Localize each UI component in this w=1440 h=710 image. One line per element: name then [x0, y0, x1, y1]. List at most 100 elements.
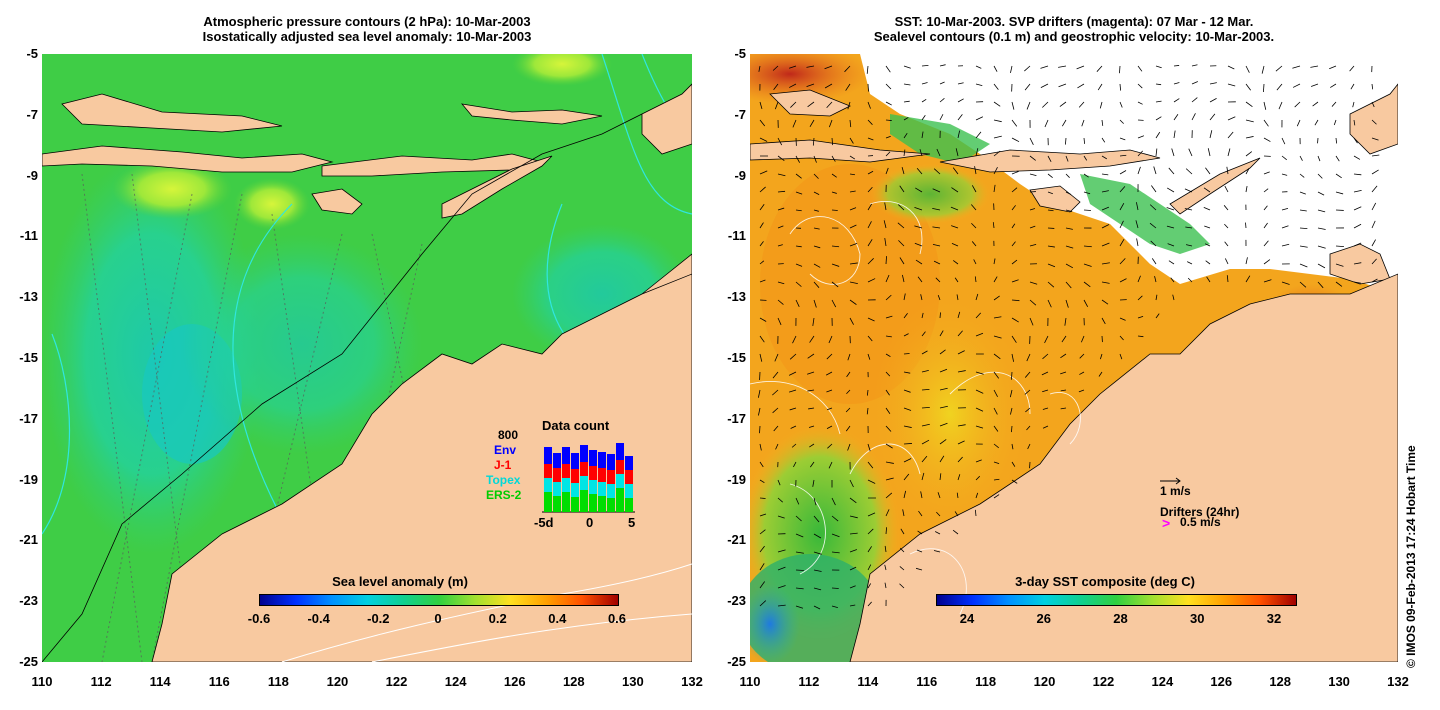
velocity-vector	[914, 206, 923, 211]
velocity-vector	[759, 479, 765, 484]
velocity-vector	[1166, 207, 1175, 211]
velocity-vector	[1026, 101, 1031, 110]
velocity-vector	[1223, 205, 1229, 211]
velocity-vector	[1188, 148, 1193, 157]
velocity-legend-label: 1 m/s	[1160, 484, 1191, 498]
left-x-tick-6: 122	[385, 674, 408, 689]
new-guinea-coast	[641, 83, 692, 155]
velocity-vector	[899, 566, 905, 571]
velocity-vector	[1335, 155, 1340, 162]
velocity-vector	[900, 528, 905, 535]
velocity-vector	[867, 479, 876, 484]
velocity-vector	[759, 279, 766, 283]
velocity-vector	[849, 566, 857, 571]
velocity-vector	[1011, 223, 1016, 229]
velocity-vector	[1226, 166, 1229, 175]
velocity-vector	[777, 549, 786, 553]
velocity-vector	[1151, 258, 1157, 265]
velocity-vector	[957, 98, 964, 103]
velocity-vector	[1047, 173, 1053, 178]
velocity-vector	[1353, 262, 1362, 265]
sea-level-anomaly-map[interactable]	[42, 54, 692, 662]
velocity-vector	[1317, 281, 1324, 289]
velocity-vector	[932, 243, 941, 247]
left-y-tick-1: -7	[26, 106, 38, 122]
left-x-tick-11: 132	[681, 674, 703, 689]
velocity-vector	[939, 312, 941, 319]
velocity-vector	[1011, 443, 1014, 450]
velocity-vector	[921, 472, 925, 481]
velocity-vector	[1353, 155, 1361, 160]
velocity-vector	[849, 479, 854, 488]
velocity-vector	[795, 587, 804, 590]
timor-island-sst	[1169, 157, 1261, 215]
velocity-vector	[903, 83, 911, 86]
velocity-vector	[921, 439, 930, 445]
right-x-tick-6: 122	[1092, 674, 1115, 689]
velocity-vector	[975, 492, 979, 499]
velocity-vector	[1191, 64, 1198, 67]
velocity-vector	[867, 203, 872, 211]
sst-hot-north	[750, 54, 870, 104]
velocity-vector	[955, 148, 959, 157]
velocity-vector	[777, 190, 786, 193]
velocity-vector	[1209, 98, 1217, 103]
velocity-vector	[1101, 281, 1110, 284]
velocity-vector	[826, 425, 833, 429]
velocity-vector	[993, 353, 1001, 360]
velocity-vector	[1029, 299, 1037, 306]
velocity-vector	[1101, 119, 1104, 126]
velocity-vector	[777, 173, 786, 177]
velocity-vector	[939, 368, 948, 373]
velocity-vector	[1296, 119, 1301, 127]
velocity-vector	[1137, 150, 1144, 157]
velocity-vector	[831, 281, 839, 288]
velocity-vector	[914, 242, 923, 247]
velocity-vector	[885, 167, 889, 175]
velocity-vector	[1047, 263, 1056, 268]
velocity-vector	[921, 131, 924, 139]
velocity-vector	[866, 65, 869, 74]
velocity-vector	[777, 137, 783, 146]
velocity-vector	[957, 330, 963, 337]
velocity-vector	[1224, 223, 1229, 229]
velocity-vector	[953, 260, 959, 265]
velocity-vector	[1042, 425, 1049, 429]
velocity-vector	[826, 353, 833, 360]
sst-map[interactable]	[750, 54, 1398, 662]
velocity-vector	[884, 545, 887, 553]
velocity-vector	[957, 82, 964, 85]
velocity-vector	[1044, 335, 1049, 344]
velocity-vector	[951, 242, 959, 247]
velocity-vector	[954, 277, 959, 283]
velocity-vector	[1065, 209, 1073, 213]
velocity-vector	[1047, 209, 1054, 212]
velocity-vector	[1224, 241, 1229, 247]
velocity-vector	[975, 148, 979, 157]
australia-mainland	[151, 273, 692, 662]
left-y-tick-7: -19	[19, 471, 38, 487]
velocity-vector	[1350, 83, 1355, 90]
velocity-vector	[1149, 204, 1157, 211]
velocity-vector	[1335, 281, 1343, 287]
velocity-vector	[1294, 101, 1301, 108]
velocity-vector	[1168, 260, 1175, 265]
velocity-vector	[1081, 119, 1085, 127]
velocity-vector	[975, 371, 984, 375]
velocity-vector	[885, 294, 892, 301]
velocity-vector	[1078, 389, 1085, 393]
count-bar-segment	[580, 462, 588, 476]
velocity-vector	[939, 455, 945, 463]
velocity-vector	[809, 461, 815, 468]
velocity-vector	[1042, 101, 1049, 108]
right-y-tick-8: -21	[727, 532, 746, 548]
velocity-vector	[1029, 243, 1037, 247]
count-bar-segment	[544, 492, 552, 512]
velocity-vector	[795, 551, 804, 554]
velocity-vector	[921, 331, 926, 337]
velocity-vector	[903, 473, 910, 481]
velocity-vector	[1317, 155, 1321, 162]
velocity-vector	[1101, 155, 1108, 160]
velocity-vector	[849, 207, 857, 211]
velocity-vector	[1299, 155, 1303, 161]
